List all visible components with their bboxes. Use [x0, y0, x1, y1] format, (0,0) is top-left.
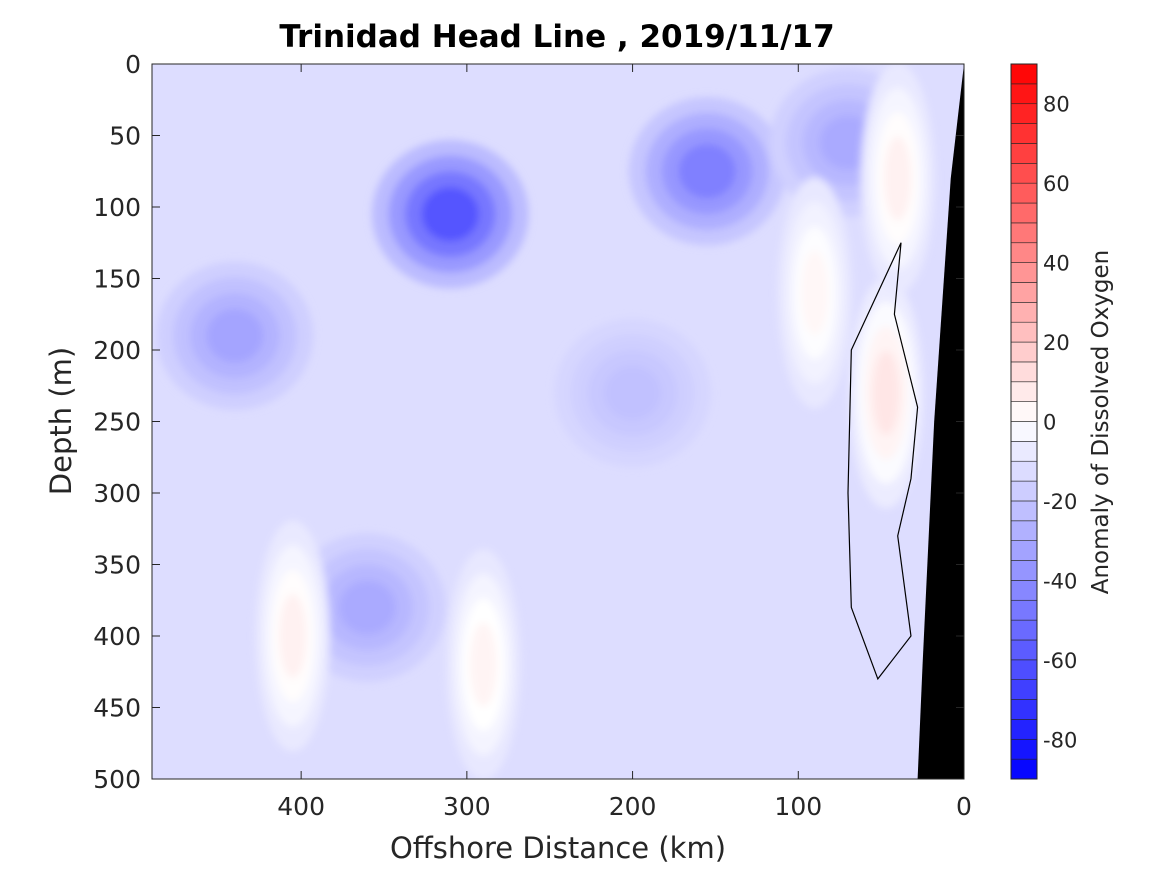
- colorbar-tick-label: 0: [1043, 411, 1056, 435]
- colorbar-tick-label: 40: [1043, 252, 1070, 276]
- colorbar-swatch: [1010, 580, 1038, 601]
- colorbar-tick-label: 60: [1043, 172, 1070, 196]
- colorbar-swatch: [1010, 639, 1038, 661]
- x-tick-label: 100: [774, 792, 822, 821]
- anomaly-blob-10: [801, 250, 829, 335]
- anomaly-blob-7: [884, 136, 912, 221]
- colorbar-swatch: [1010, 163, 1038, 184]
- colorbar-tick-label: -40: [1043, 569, 1077, 593]
- zero-contour-layer: [847, 242, 919, 681]
- colorbar-swatch: [1010, 302, 1038, 323]
- colorbar-swatch: [1010, 222, 1038, 244]
- colorbar-swatch: [1010, 659, 1038, 680]
- colorbar-swatch: [1010, 282, 1038, 303]
- colorbar-swatch: [1010, 500, 1038, 522]
- colorbar-frame: [1010, 63, 1038, 780]
- zero-contour-line: [847, 242, 919, 681]
- y-tick-label: 500: [93, 765, 141, 794]
- colorbar-swatch: [1010, 202, 1038, 224]
- colorbar-swatch: [1010, 540, 1038, 561]
- colorbar-swatch: [1010, 421, 1038, 442]
- colorbar-tick-label: -60: [1043, 649, 1077, 673]
- colorbar-tick-label: 20: [1043, 331, 1070, 355]
- colorbar-swatch: [1010, 758, 1038, 780]
- colorbar-swatch: [1010, 341, 1038, 363]
- colorbar-tick-label: -80: [1043, 728, 1077, 752]
- colorbar-swatch: [1010, 361, 1038, 383]
- x-tick-label: 200: [609, 792, 657, 821]
- y-tick-label: 250: [93, 408, 141, 437]
- anomaly-blob-0: [421, 187, 479, 242]
- y-tick-label: 0: [125, 50, 141, 79]
- y-tick-label: 200: [93, 336, 141, 365]
- y-tick-label: 400: [93, 622, 141, 651]
- colorbar-swatch: [1010, 619, 1038, 641]
- colorbar-swatch: [1010, 321, 1038, 343]
- colorbar-swatch: [1010, 262, 1038, 283]
- colorbar-swatch: [1010, 182, 1038, 204]
- colorbar-swatch: [1010, 381, 1038, 402]
- y-tick-label: 150: [93, 265, 141, 294]
- colorbar-swatch: [1010, 242, 1038, 263]
- anomaly-blob-8: [469, 622, 497, 707]
- colorbar-swatch: [1010, 143, 1038, 164]
- colorbar-tick-label: 80: [1043, 93, 1070, 117]
- y-axis-ticks: 0 50 100 150 200 250 300 350 400 450 500: [93, 50, 964, 794]
- anomaly-blob-9: [279, 594, 307, 678]
- anomaly-blob-2: [206, 308, 264, 363]
- colorbar-swatch: [1010, 83, 1038, 105]
- x-tick-label: 0: [956, 792, 972, 821]
- x-axis-ticks: 400 300 200 100 0: [277, 64, 972, 821]
- y-tick-label: 300: [93, 479, 141, 508]
- anomaly-field: [156, 64, 935, 779]
- seafloor-mask: [917, 64, 964, 779]
- colorbar-swatch: [1010, 699, 1038, 720]
- y-axis-label: Depth (m): [44, 347, 78, 495]
- x-tick-label: 400: [277, 792, 325, 821]
- colorbar-label: Anomaly of Dissolved Oxygen: [1088, 250, 1114, 595]
- colorbar-swatch: [1010, 520, 1038, 541]
- x-tick-label: 300: [443, 792, 491, 821]
- x-axis-label: Offshore Distance (km): [390, 831, 726, 865]
- anomaly-blob-6: [872, 350, 900, 435]
- colorbar-swatch: [1010, 460, 1038, 482]
- colorbar-swatch: [1010, 719, 1038, 740]
- y-tick-label: 100: [93, 193, 141, 222]
- colorbar-swatch: [1010, 679, 1038, 700]
- y-tick-label: 350: [93, 551, 141, 580]
- plot-area: [151, 63, 965, 780]
- colorbar-swatch: [1010, 599, 1038, 621]
- bathymetry-layer: [917, 64, 964, 779]
- chart-title: Trinidad Head Line , 2019/11/17: [279, 19, 834, 55]
- colorbar-tick-label: -20: [1043, 490, 1077, 514]
- colorbar-swatch: [1010, 738, 1038, 760]
- colorbar-swatch: [1010, 480, 1038, 502]
- colorbar-swatch: [1010, 123, 1038, 144]
- colorbar: 80 60 40 20 0 -20 -40 -60 -80: [1010, 63, 1077, 780]
- colorbar-swatch: [1010, 103, 1038, 124]
- y-tick-label: 450: [93, 694, 141, 723]
- y-tick-label: 50: [109, 122, 141, 151]
- colorbar-swatch: [1010, 560, 1038, 581]
- colorbar-swatch: [1010, 441, 1038, 462]
- colorbar-swatch: [1010, 63, 1038, 85]
- anomaly-blob-3: [338, 580, 396, 635]
- colorbar-swatch: [1010, 401, 1038, 422]
- anomaly-blob-1: [678, 144, 736, 199]
- anomaly-blob-5: [604, 365, 662, 420]
